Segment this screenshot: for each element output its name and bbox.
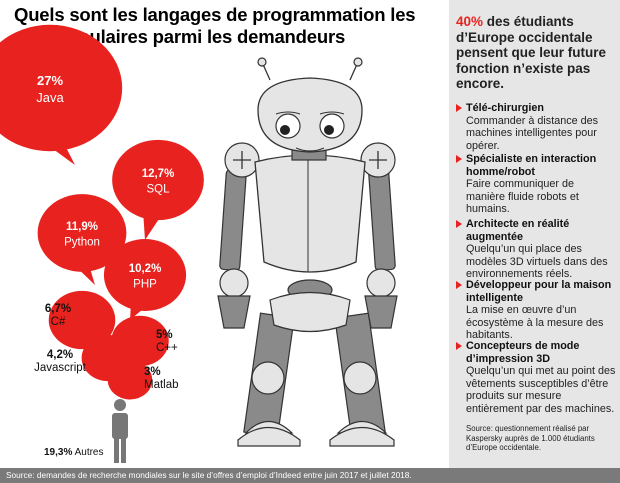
survey-note: Source: questionnement réalisé par Kaspe… (466, 424, 595, 452)
bubble-java: 27% Java (0, 24, 123, 165)
label-matlab: 3% Matlab (144, 366, 194, 392)
bubble-category-label: Java (36, 90, 64, 105)
job-description: Quelqu’un qui place des modèles 3D virtu… (466, 243, 608, 280)
sidebar-panel (449, 0, 620, 468)
label-javascript: 4,2% Javascript (26, 349, 94, 375)
bubble-value-label: 11,9% (66, 221, 98, 233)
category-csharp: C# (50, 316, 66, 328)
job-title: Développeur pour la maison intelligente (456, 279, 616, 304)
bubble-category-label: SQL (146, 184, 170, 196)
headline-text: des étudiants d’Europe occidentale pense… (456, 14, 607, 91)
value-javascript: 4,2% (46, 349, 74, 361)
person-icon (112, 399, 128, 463)
bubble-value-label: 10,2% (129, 263, 162, 275)
job-description: Quelqu’un qui met au point des vêtements… (466, 365, 616, 415)
value-matlab: 3% (144, 366, 161, 378)
bubble-shape (48, 290, 116, 350)
job-description: La mise en œuvre d’un écosystème à la me… (466, 304, 604, 341)
bubble-matlab (107, 360, 153, 400)
robot-illustration (217, 57, 398, 447)
source-footer: Source: demandes de recherche mondiales … (0, 468, 620, 483)
job-item: Télé-chirurgien Commander à distance des… (456, 102, 616, 152)
bubble-php: 10,2% PHP (103, 239, 187, 320)
value-cpp: 5% (156, 329, 173, 341)
job-description: Faire communiquer de manière fluide robo… (466, 178, 579, 215)
bubble-sql: 12,7% SQL (112, 139, 204, 240)
label-cpp: 5% C++ (156, 329, 196, 355)
bubble-shape (103, 239, 187, 311)
category-autres: Autres (74, 447, 104, 458)
bubble-shape (37, 194, 127, 272)
value-autres: 19,3% (44, 447, 73, 458)
label-csharp: 6,7% C# (38, 303, 78, 329)
job-title: Spécialiste en interaction homme/robot (456, 153, 616, 178)
job-title: Télé-chirurgien (456, 102, 616, 115)
bubble-shape (112, 139, 204, 221)
job-title: Concepteurs de mode d’impression 3D (456, 340, 616, 365)
bubble-shape (0, 24, 123, 152)
category-cpp: C++ (156, 342, 178, 354)
sidebar-headline: 40% des étudiants d’Europe occidentale p… (456, 14, 616, 92)
job-item: Concepteurs de mode d’impression 3D Quel… (456, 340, 616, 415)
job-item: Architecte en réalité augmentée Quelqu’u… (456, 218, 616, 281)
category-javascript: Javascript (34, 362, 86, 374)
bubble-python: 11,9% Python (37, 194, 127, 285)
job-title: Architecte en réalité augmentée (456, 218, 616, 243)
bubble-category-label: Python (64, 237, 100, 249)
bubble-shape (107, 360, 153, 400)
headline-percentage: 40% (456, 14, 484, 29)
job-description: Commander à distance des machines intell… (466, 114, 599, 152)
bubble-value-label: 27% (37, 73, 63, 88)
value-csharp: 6,7% (44, 303, 72, 315)
label-autres: 19,3% Autres (44, 446, 104, 459)
job-item: Développeur pour la maison intelligente … (456, 279, 616, 342)
job-item: Spécialiste en interaction homme/robot F… (456, 153, 616, 216)
category-matlab: Matlab (144, 379, 179, 391)
bubble-category-label: PHP (133, 279, 157, 291)
bubble-layer: 27% Java 12,7% SQL 11,9% Python 10,2% PHP (0, 24, 204, 400)
bubble-value-label: 12,7% (142, 168, 175, 180)
